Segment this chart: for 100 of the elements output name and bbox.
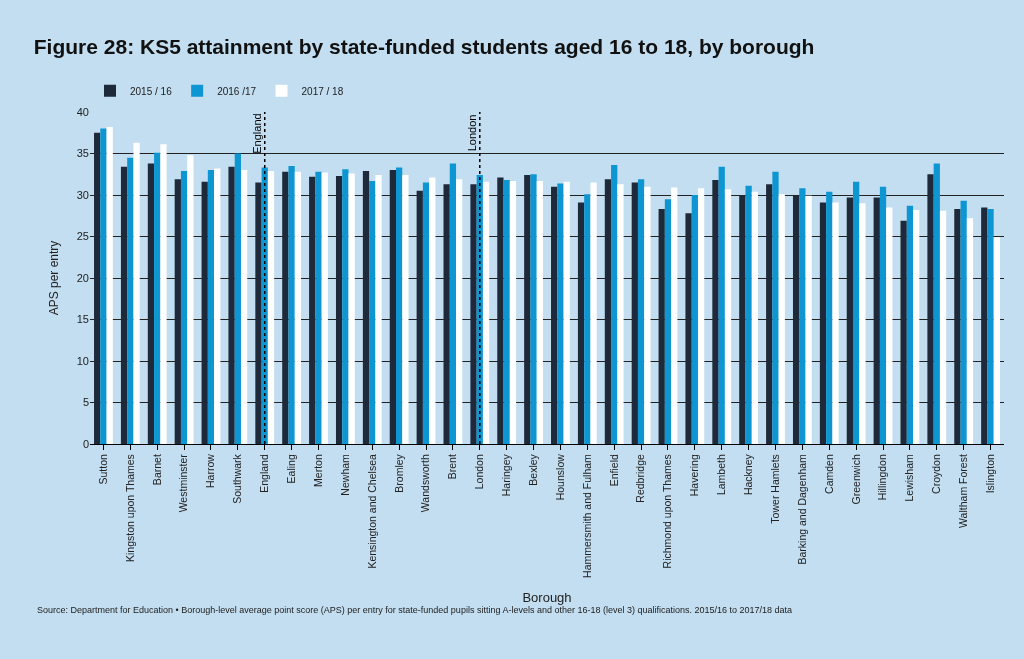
- legend-label: 2016 /17: [217, 85, 257, 97]
- ref-line-label: England: [250, 113, 263, 154]
- bar: [611, 165, 618, 444]
- bar: [913, 209, 920, 444]
- bar: [551, 186, 558, 444]
- x-tick-label: Barking and Dagenham: [795, 453, 808, 565]
- bar: [509, 180, 517, 444]
- bar: [993, 237, 1000, 444]
- bar: [927, 174, 934, 444]
- x-tick-label: Haringey: [500, 453, 513, 497]
- x-tick-label: Islington: [983, 454, 996, 494]
- x-tick-label: Greenwich: [849, 454, 862, 505]
- chart-title: Figure 28: KS5 attainment by state-funded students aged 16 to 18, by borough: [33, 35, 815, 59]
- bar: [456, 179, 463, 444]
- bar: [187, 155, 194, 444]
- bar: [960, 200, 967, 444]
- bar: [745, 185, 752, 444]
- bar: [321, 172, 328, 444]
- bar: [617, 184, 624, 444]
- y-tick-label: 20: [76, 271, 89, 284]
- bar: [228, 166, 235, 444]
- source-note: Source: Department for Education • Borough-level average point score (APS) per entry for state-funded pupils sitting A-levels and other 16-18 (level 3) qualifications. 2015/16 to 2017/18 data: [37, 605, 793, 615]
- bar: [362, 170, 370, 444]
- bar: [739, 195, 746, 444]
- bar: [584, 194, 591, 444]
- bar: [778, 194, 785, 444]
- bar: [449, 163, 457, 444]
- bar: [671, 187, 678, 444]
- bar: [799, 188, 806, 444]
- bar: [530, 174, 537, 444]
- bar: [342, 169, 349, 444]
- bar: [792, 195, 800, 444]
- bar: [637, 179, 645, 444]
- x-tick-label: Hackney: [742, 453, 755, 496]
- bar: [664, 199, 672, 444]
- bar: [234, 153, 241, 444]
- y-tick-label: 0: [82, 437, 89, 450]
- bar: [416, 190, 423, 444]
- x-tick-label: Merton: [311, 454, 324, 487]
- x-tick-label: Newham: [338, 453, 351, 496]
- bar: [886, 207, 893, 444]
- x-tick-label: Lambeth: [715, 454, 728, 496]
- legend-label: 2017 / 18: [301, 85, 344, 97]
- x-tick-label: Redbridge: [634, 454, 647, 503]
- bar: [174, 179, 181, 444]
- bar: [180, 170, 188, 444]
- bar: [100, 128, 107, 444]
- x-tick-label: Croydon: [930, 454, 943, 494]
- bar: [751, 191, 759, 444]
- y-tick-label: 10: [76, 354, 89, 367]
- bar: [214, 168, 221, 444]
- legend-label: 2015 / 16: [130, 85, 173, 97]
- bar: [563, 181, 570, 444]
- bar: [712, 180, 719, 444]
- bar: [240, 170, 248, 444]
- y-tick-label: 15: [76, 313, 89, 326]
- bar: [658, 209, 665, 444]
- bar: [590, 182, 597, 444]
- bar: [335, 175, 343, 444]
- bar: [443, 184, 450, 444]
- x-tick-label: Havering: [688, 454, 701, 497]
- bar: [402, 175, 409, 444]
- bar: [348, 173, 355, 444]
- x-tick-label: Wandsworth: [419, 454, 432, 513]
- bar: [987, 209, 994, 444]
- bar: [429, 177, 436, 444]
- bar: [939, 210, 947, 444]
- x-tick-label: Bexley: [526, 453, 539, 486]
- bar: [282, 171, 289, 444]
- bar: [255, 182, 262, 444]
- x-tick-label: Hammersmith and Fulham: [580, 453, 593, 578]
- bar: [644, 186, 651, 444]
- bar: [846, 197, 854, 444]
- x-tick-label: Tower Hamlets: [768, 454, 781, 524]
- bar: [900, 220, 907, 444]
- x-tick-label: Bromley: [392, 453, 405, 493]
- bar: [685, 213, 692, 444]
- x-tick-label: Waltham Forest: [957, 454, 970, 528]
- x-tick-label: Hounslow: [553, 453, 566, 501]
- bar: [981, 207, 988, 444]
- bar: [309, 176, 316, 444]
- bar: [557, 183, 564, 444]
- x-tick-label: Ealing: [285, 454, 298, 484]
- bar: [697, 188, 705, 444]
- bar: [859, 203, 866, 444]
- ref-line-label: London: [466, 114, 479, 152]
- bar: [906, 205, 914, 444]
- bar: [94, 132, 101, 444]
- bar: [503, 180, 510, 444]
- y-tick-label: 40: [76, 105, 89, 118]
- bar: [536, 180, 543, 444]
- bar: [120, 166, 128, 444]
- bar: [315, 171, 322, 444]
- x-tick-label: Sutton: [96, 454, 109, 485]
- x-tick-label: London: [473, 454, 486, 490]
- bar: [879, 186, 887, 444]
- x-tick-label: Southwark: [231, 453, 244, 504]
- bar: [147, 163, 155, 444]
- bar: [631, 182, 638, 444]
- bar: [577, 202, 585, 444]
